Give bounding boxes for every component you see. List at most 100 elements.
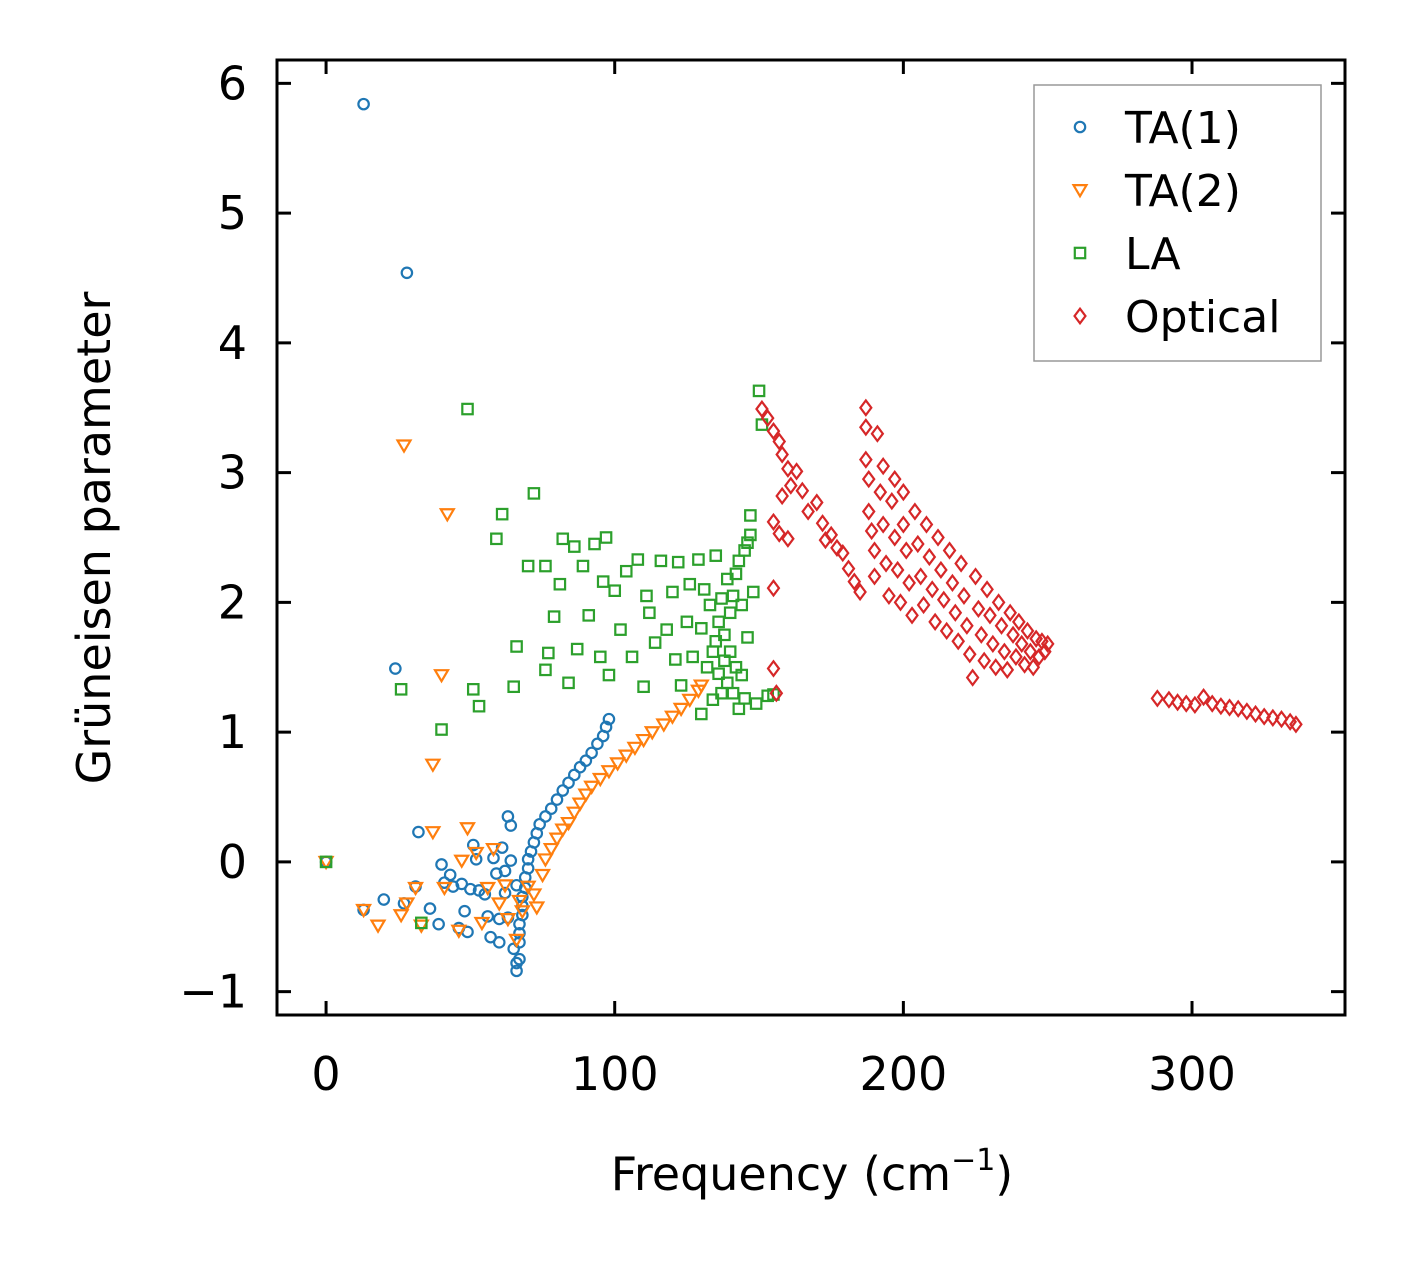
data-point-la: [715, 592, 728, 605]
data-point-la: [697, 583, 711, 596]
data-point-la: [547, 610, 561, 623]
y-tick-label: 6: [218, 56, 247, 110]
data-point-la: [539, 663, 552, 677]
legend-marker-ta2: [1071, 184, 1089, 199]
y-tick-label: −1: [179, 965, 247, 1019]
data-point-optical: [766, 578, 781, 598]
data-point-la: [599, 531, 613, 544]
data-point-optical: [859, 418, 873, 437]
data-point-optical: [980, 580, 994, 599]
data-point-optical: [775, 486, 789, 506]
data-point-ta1: [521, 852, 535, 866]
data-point-la: [556, 532, 570, 546]
data-point-ta1: [443, 868, 457, 882]
data-point-ta2: [424, 826, 442, 841]
data-point-ta1: [521, 862, 535, 875]
data-point-la: [744, 509, 757, 522]
data-point-la: [712, 615, 725, 629]
data-point-ta1: [466, 838, 480, 852]
x-tick-label: 200: [859, 1047, 947, 1101]
data-point-optical: [913, 567, 928, 586]
data-point-ta1: [568, 768, 581, 782]
data-point-la: [539, 559, 552, 573]
data-point-ta2: [577, 788, 595, 803]
data-point-optical: [861, 469, 876, 489]
data-point-optical: [1196, 687, 1211, 707]
data-point-optical: [925, 580, 940, 599]
data-point-optical: [1011, 612, 1026, 631]
data-point-ta2: [496, 879, 514, 894]
data-point-ta2: [453, 854, 471, 869]
x-tick-label: 300: [1148, 1047, 1236, 1101]
data-point-ta2: [459, 822, 476, 837]
data-point-optical: [1188, 695, 1202, 714]
data-point-ta2: [583, 780, 601, 795]
data-point-ta2: [519, 880, 537, 895]
data-point-optical: [1014, 634, 1029, 654]
data-point-la: [703, 598, 717, 612]
data-point-ta1: [481, 910, 495, 923]
x-axis-label-close: ): [995, 1147, 1013, 1201]
data-point-optical: [954, 554, 968, 573]
data-point-ta1: [513, 926, 526, 940]
data-point-la: [588, 537, 601, 551]
data-point-optical: [1040, 634, 1055, 654]
data-point-ta1: [513, 952, 526, 966]
data-point-optical: [971, 599, 986, 618]
data-point-optical: [801, 502, 815, 521]
data-point-ta2: [600, 765, 618, 780]
data-point-optical: [962, 645, 977, 664]
data-point-optical: [1248, 704, 1263, 724]
data-point-la: [732, 702, 746, 716]
data-point-optical: [795, 481, 810, 500]
legend-label-la: LA: [1125, 229, 1181, 280]
data-point-ta1: [504, 819, 518, 832]
data-point-ta1: [377, 893, 391, 906]
data-point-optical: [1000, 660, 1015, 679]
data-point-ta1: [490, 867, 503, 880]
legend-label-optical: Optical: [1125, 292, 1280, 343]
data-point-la: [472, 699, 486, 713]
data-point-optical: [766, 659, 781, 678]
data-point-la: [582, 609, 596, 622]
legend-markers: [1071, 120, 1089, 326]
data-point-la: [732, 554, 746, 568]
data-point-optical: [1231, 699, 1246, 718]
data-point-la: [490, 532, 503, 546]
data-point-la: [553, 577, 567, 591]
series-ta2: [317, 439, 710, 949]
data-point-optical: [781, 459, 795, 478]
data-point-la: [752, 384, 766, 398]
data-point-la: [608, 584, 622, 597]
data-point-optical: [916, 595, 931, 615]
data-point-optical: [1029, 629, 1043, 648]
data-point-ta2: [398, 897, 416, 912]
data-point-la: [415, 916, 428, 930]
x-axis-label-superscript: −1: [951, 1143, 995, 1178]
data-point-ta1: [562, 776, 575, 790]
data-point-la: [741, 631, 754, 644]
data-point-ta2: [412, 919, 430, 934]
plot-frame: [275, 58, 1347, 1017]
data-point-la: [570, 642, 584, 656]
data-point-la: [723, 606, 737, 620]
data-point-optical: [882, 586, 896, 606]
data-point-ta2: [513, 905, 531, 920]
data-point-la: [568, 540, 581, 553]
data-point-ta1: [510, 964, 523, 978]
data-point-ta2: [609, 757, 627, 772]
data-point-ta1: [533, 817, 546, 831]
data-point-optical: [1006, 625, 1020, 644]
data-point-ta1: [504, 854, 518, 867]
data-point-ta2: [424, 758, 442, 773]
data-point-optical: [1023, 642, 1038, 661]
axis-ticks: 0 100 200 300 −1 0 1 2 3 4 5 6: [179, 56, 1345, 1101]
data-point-optical: [1003, 603, 1018, 622]
data-point-ta1: [550, 793, 564, 806]
data-point-optical: [1257, 707, 1272, 726]
legend-marker-la: [1073, 246, 1087, 260]
data-point-ta1: [516, 908, 529, 922]
data-point-ta2: [528, 901, 546, 916]
data-point-la: [680, 615, 694, 629]
data-point-optical: [893, 593, 908, 612]
